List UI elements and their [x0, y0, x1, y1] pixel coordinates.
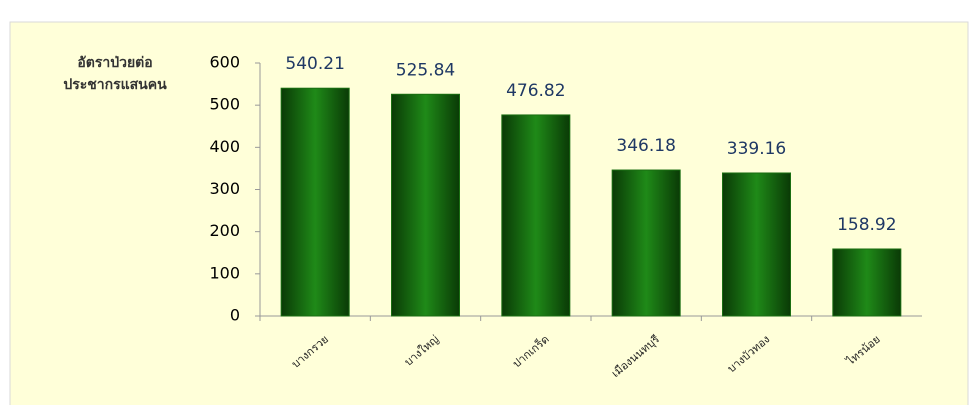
y-tick-label: 100 [209, 263, 240, 282]
bar [280, 87, 350, 317]
y-tick-label: 200 [209, 221, 240, 240]
data-label: 339.16 [727, 139, 786, 159]
y-tick-label: 400 [209, 137, 240, 156]
data-label: 525.84 [396, 60, 455, 80]
chart-background [9, 21, 969, 405]
bar [832, 248, 902, 317]
y-tick-label: 0 [230, 306, 240, 325]
bar [722, 172, 791, 317]
data-label: 158.92 [837, 215, 896, 235]
bar [391, 93, 460, 317]
y-axis-label: ประชากรแสนคน [63, 77, 167, 93]
y-tick-label: 500 [209, 95, 240, 114]
y-axis-label: อัตราป่วยต่อ [77, 55, 152, 71]
data-label: 346.18 [616, 136, 675, 156]
data-label: 540.21 [285, 54, 344, 74]
bar [501, 114, 571, 317]
bar [611, 169, 681, 317]
y-tick-label: 600 [209, 53, 240, 72]
data-label: 476.82 [506, 81, 565, 101]
y-tick-label: 300 [209, 179, 240, 198]
